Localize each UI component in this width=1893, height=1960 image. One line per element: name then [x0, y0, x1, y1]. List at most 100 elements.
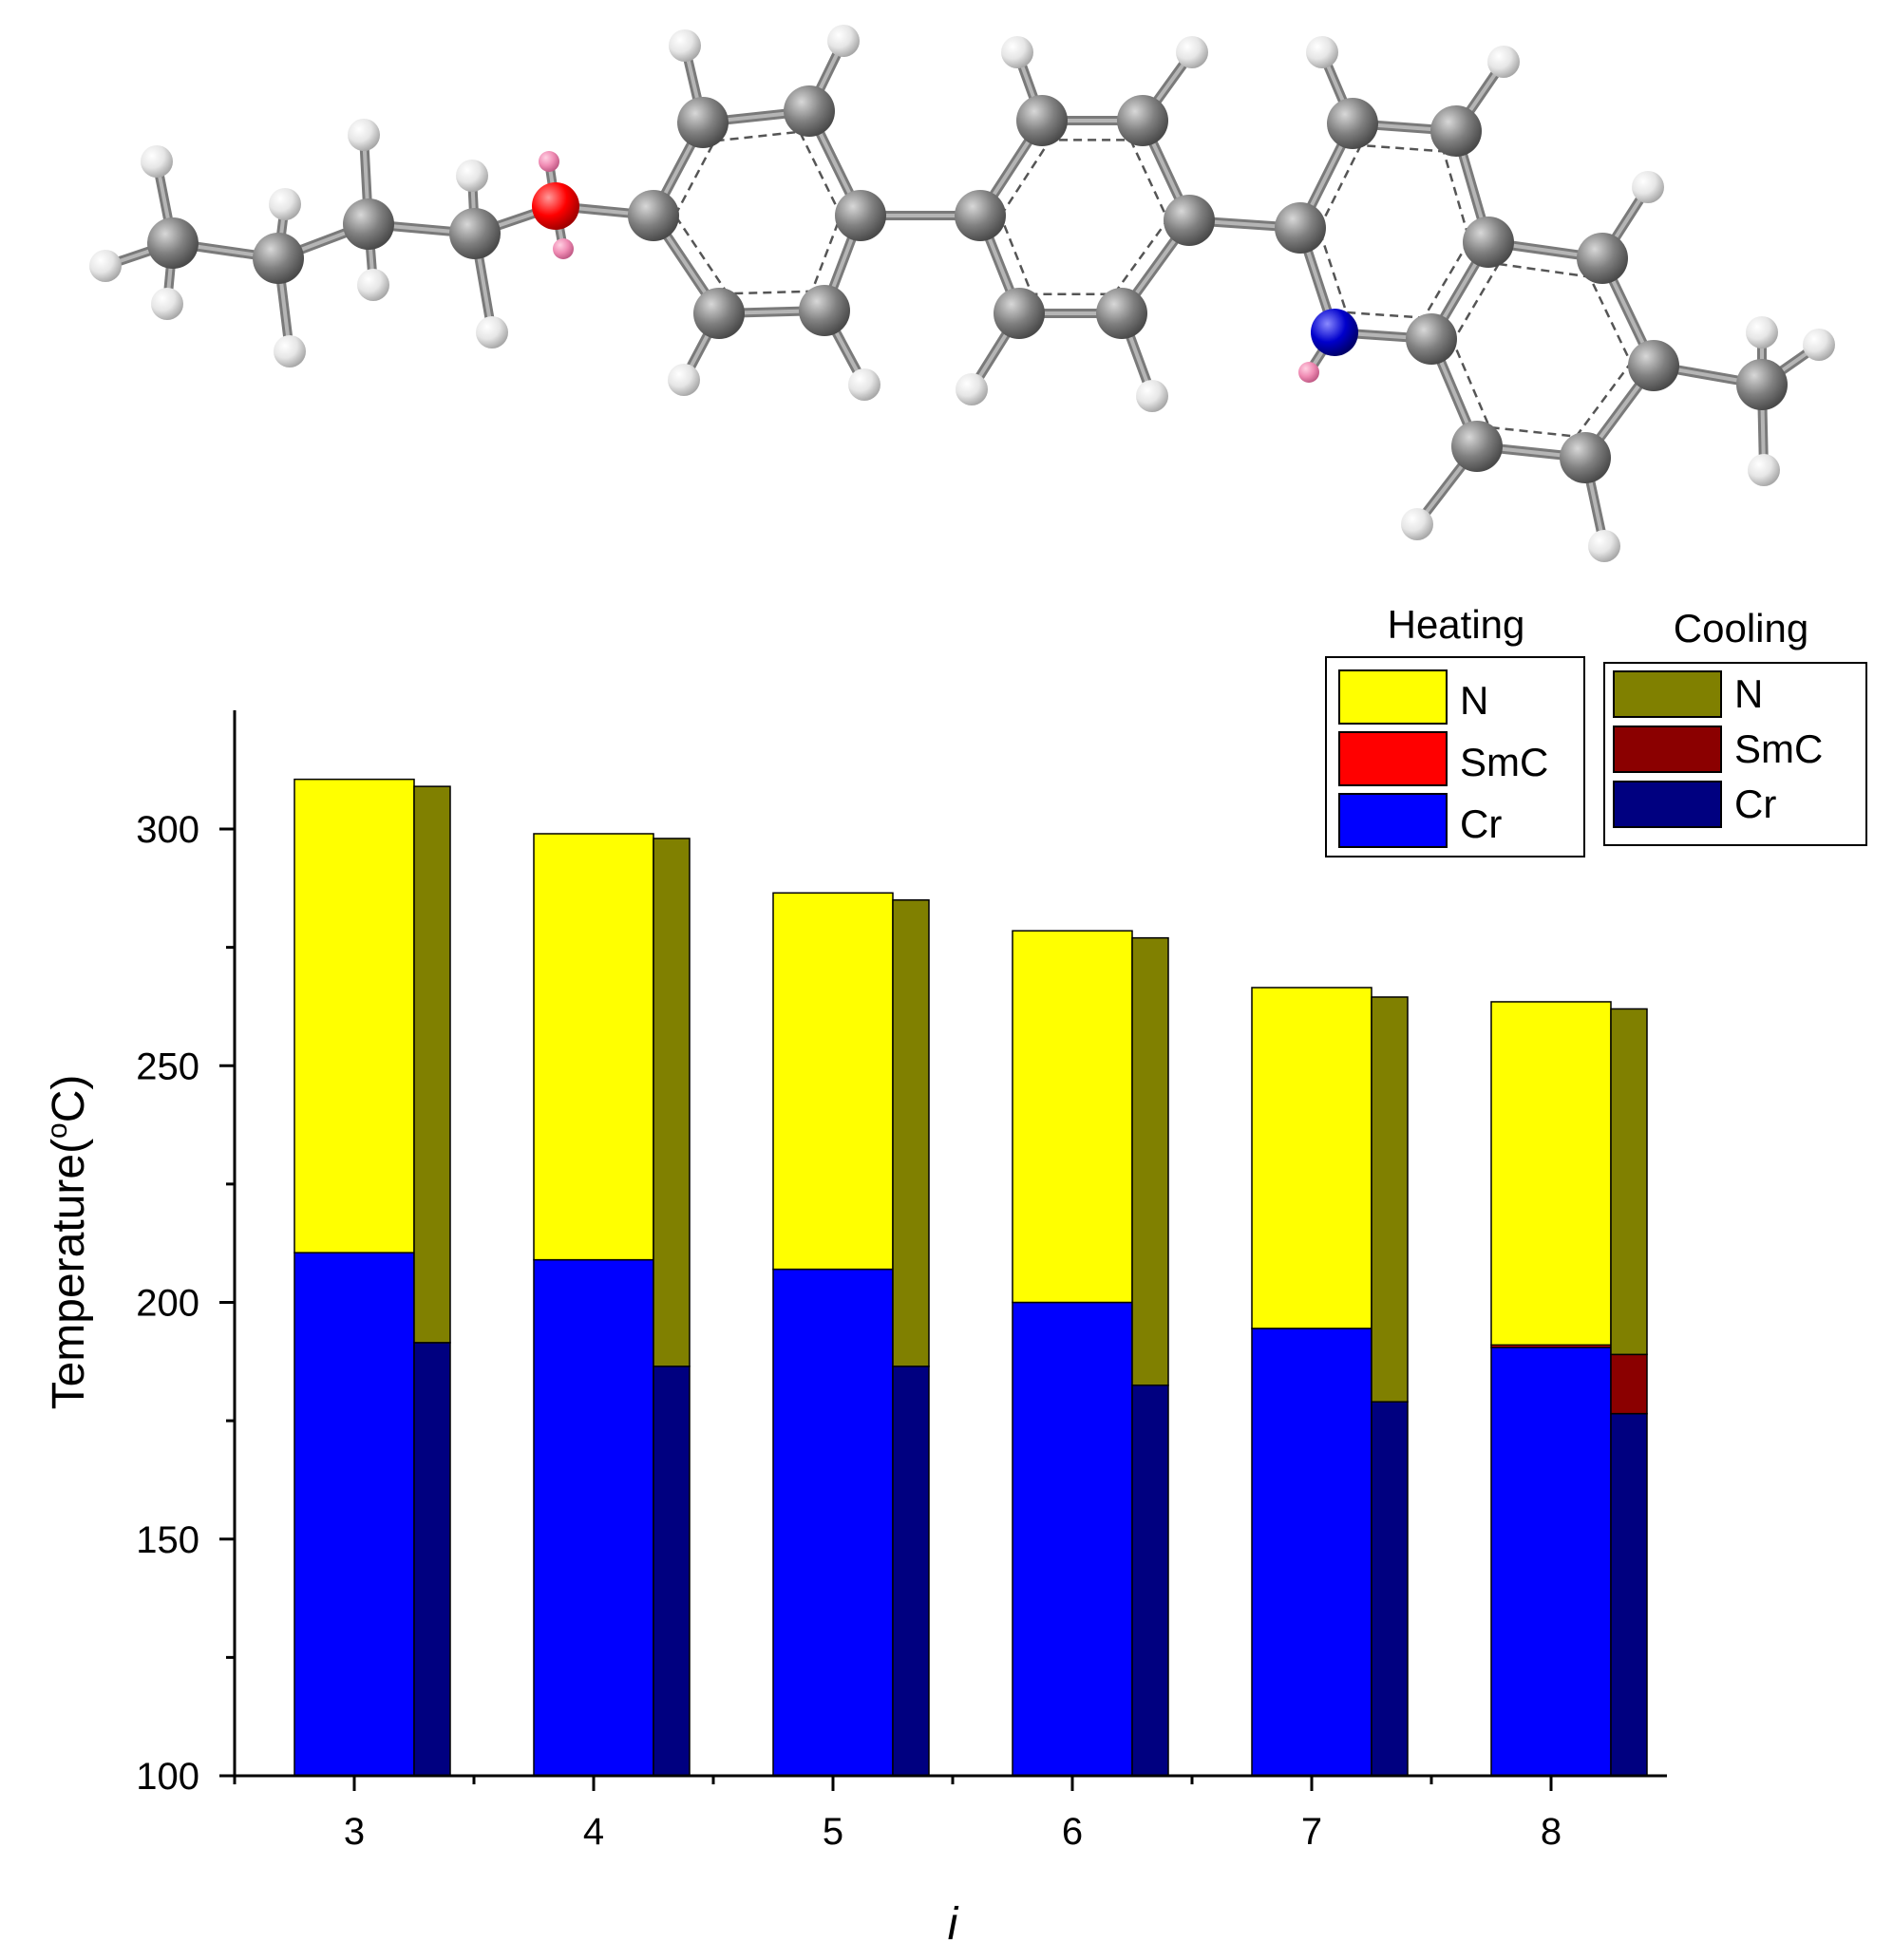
hydrogen-atom: [476, 316, 508, 349]
y-tick-label-250: 250: [136, 1046, 199, 1087]
hydrogen-atom: [357, 269, 389, 301]
bar-heating-n-3: [293, 778, 415, 1253]
bar-cooling-cr-3: [413, 1342, 451, 1777]
carbon-atom: [1451, 421, 1503, 472]
carbon-atom: [1406, 313, 1457, 365]
bar-cooling-n-7: [1371, 996, 1409, 1403]
molecule-illustration: [89, 25, 1835, 562]
legend-heating-swatch-n: [1338, 669, 1448, 725]
y-axis-title-main: Temperature(: [44, 1139, 94, 1409]
x-tick-label-3: 3: [344, 1811, 365, 1853]
hydrogen-atom: [956, 373, 988, 405]
carbon-atom: [1164, 195, 1215, 246]
carbon-atom: [1275, 202, 1326, 254]
legend-cooling-swatch-n: [1613, 670, 1722, 718]
x-tick-label-4: 4: [583, 1811, 604, 1853]
legend-cooling-swatch-smc: [1613, 726, 1722, 773]
bar-cooling-n-8: [1610, 1008, 1648, 1356]
hydrogen-atom: [1746, 316, 1778, 349]
y-axis-title: Temperature(oC): [42, 1075, 94, 1410]
legend-cooling-label-cr: Cr: [1734, 782, 1776, 826]
bar-cooling-cr-8: [1610, 1412, 1648, 1777]
carbon-atom: [994, 288, 1045, 339]
legend-cooling-entries: N SmC Cr: [1613, 670, 1823, 828]
bar-heating-cr-5: [772, 1268, 894, 1777]
legend-cooling-frame: [1603, 662, 1867, 846]
legend-heating-label-cr: Cr: [1460, 801, 1502, 846]
hydrogen-atom: [848, 368, 880, 401]
carbon-atom: [1430, 105, 1482, 157]
carbon-atom: [955, 190, 1006, 241]
bar-heating-cr-6: [1012, 1301, 1133, 1777]
bar-heating-cr-3: [293, 1252, 415, 1777]
carbon-atom: [449, 208, 501, 259]
hydrogen-atom: [1401, 508, 1433, 540]
carbon-atom: [1577, 233, 1628, 284]
bar-cooling-cr-4: [653, 1366, 691, 1777]
hydrogen-atom: [1748, 454, 1780, 486]
hydrogen-atom: [1176, 36, 1208, 68]
legend-cooling-title: Cooling: [1674, 606, 1808, 650]
hydrogen-atom: [668, 364, 700, 396]
aromatic-ring-dashes: [673, 130, 842, 295]
hydrogen-atom: [348, 119, 380, 151]
bar-heating-cr-4: [533, 1258, 654, 1777]
bar-cooling-cr-5: [892, 1366, 930, 1777]
x-tick-label-6: 6: [1062, 1811, 1083, 1853]
legend-heating-swatch-smc: [1338, 731, 1448, 786]
carbon-atom: [253, 233, 304, 284]
hydrogen-atom: [1001, 36, 1033, 68]
hydrogen-atom: [1306, 36, 1338, 68]
carbon-atom: [784, 85, 835, 137]
hydrogen-atom: [669, 29, 701, 62]
bar-cooling-n-5: [892, 899, 930, 1367]
bar-heating-cr-8: [1490, 1347, 1612, 1777]
legend-cooling: Cooling N SmC Cr: [1603, 606, 1867, 846]
bar-heating-n-4: [533, 833, 654, 1261]
x-tick-label-5: 5: [823, 1811, 843, 1853]
hydrogen-atom: [151, 288, 183, 320]
carbon-atom: [835, 190, 886, 241]
hydrogen-atom: [141, 145, 173, 178]
bar-cooling-n-6: [1131, 936, 1169, 1386]
molecule-atoms: [89, 25, 1835, 562]
bar-heating-n-5: [772, 892, 894, 1271]
legend-heating-title: Heating: [1388, 602, 1525, 647]
carbon-atom: [1096, 288, 1147, 339]
x-axis-title: i: [948, 1899, 959, 1950]
legend-heating: Heating N SmC Cr: [1325, 602, 1585, 858]
bar-heating-n-8: [1490, 1001, 1612, 1347]
bar-heating-n-6: [1012, 930, 1133, 1304]
hydrogen-atom: [89, 250, 122, 282]
carbon-atom: [1628, 340, 1679, 391]
carbon-atom: [1736, 359, 1788, 410]
legend-heating-swatch-cr: [1338, 793, 1448, 848]
legend-cooling-label-n: N: [1734, 671, 1763, 716]
aromatic-ring-dashes: [999, 139, 1169, 296]
legend-cooling-label-smc: SmC: [1734, 726, 1823, 771]
y-tick-label-150: 150: [136, 1519, 199, 1561]
carbon-atom: [147, 217, 199, 269]
bar-chart: 100 150 200 250 300 3 4 5 6 7 8 Temperature(oC) i: [42, 710, 1667, 1950]
y-tick-label-200: 200: [136, 1283, 199, 1325]
bar-heating-cr-7: [1251, 1328, 1372, 1777]
aromatic-ring-dashes: [1451, 262, 1633, 438]
legend-heating-frame: [1325, 656, 1585, 858]
hydrogen-atom: [1136, 380, 1168, 412]
carbon-atom: [1016, 95, 1068, 146]
bonded-hydrogen-atom: [553, 238, 574, 259]
hydrogen-atom: [456, 160, 488, 192]
legend-heating-label-smc: SmC: [1460, 740, 1548, 784]
hydrogen-atom: [269, 188, 301, 220]
y-axis-title-unit: C): [44, 1075, 94, 1123]
carbon-atom: [1560, 432, 1611, 483]
carbon-atom: [1117, 95, 1168, 146]
bonded-hydrogen-atom: [1298, 362, 1319, 383]
carbon-atom: [693, 288, 745, 339]
carbon-atom: [799, 285, 850, 336]
bar-cooling-cr-7: [1371, 1401, 1409, 1777]
bar-cooling-cr-6: [1131, 1384, 1169, 1777]
hydrogen-atom: [274, 335, 306, 368]
oxygen-atom: [532, 182, 579, 230]
bonded-hydrogen-atom: [539, 151, 559, 172]
